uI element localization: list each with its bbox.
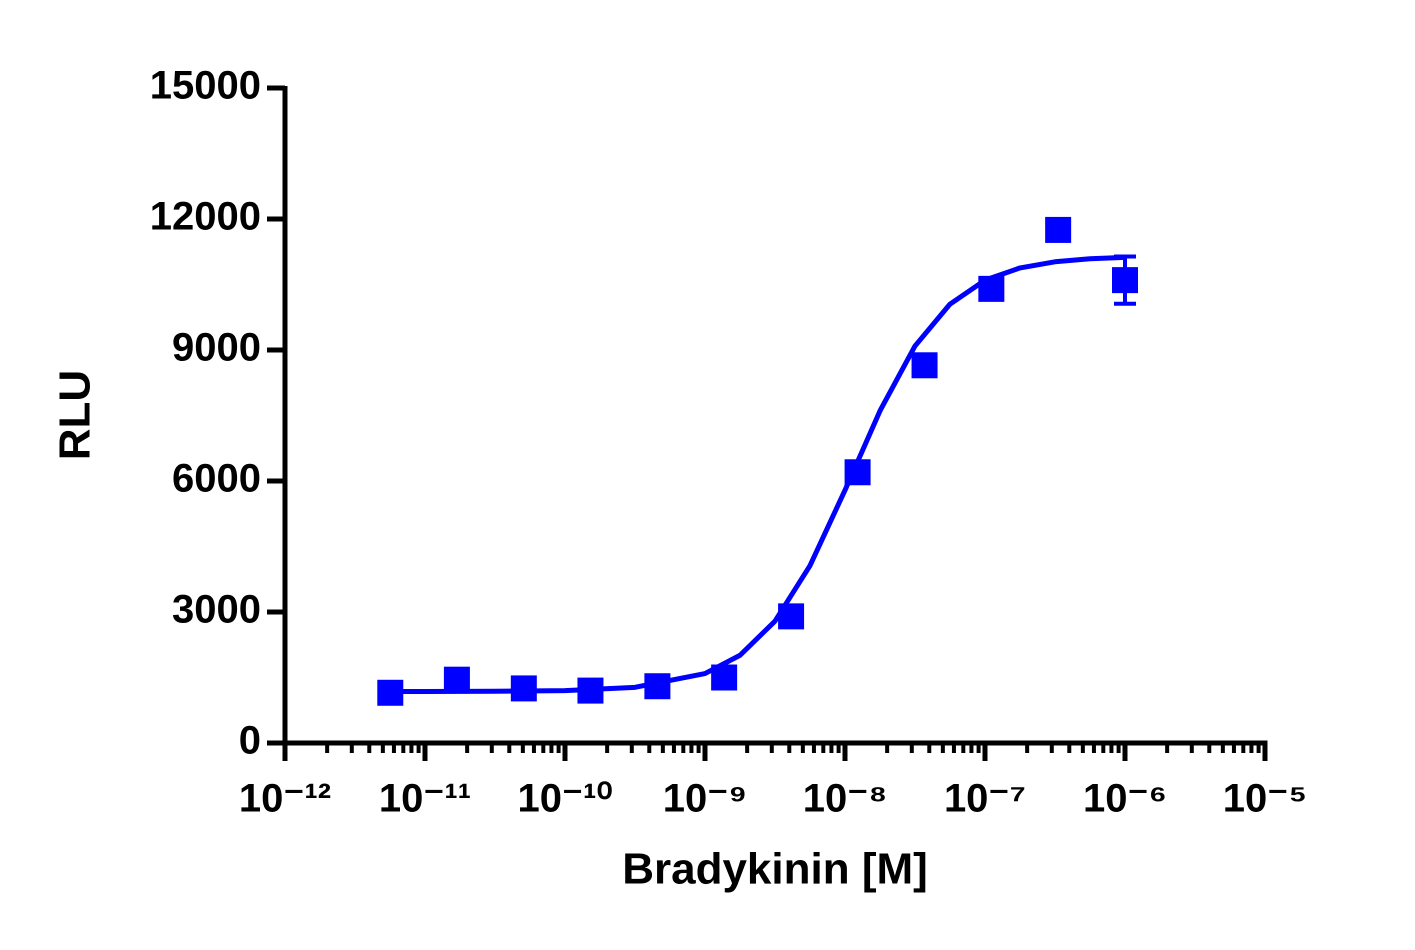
x-tick-label: 10⁻⁷ bbox=[944, 777, 1026, 821]
data-point bbox=[1112, 267, 1138, 294]
data-point bbox=[911, 352, 938, 379]
y-tick-label: 15000 bbox=[150, 64, 261, 108]
y-tick-label: 6000 bbox=[172, 457, 261, 501]
data-point bbox=[377, 679, 404, 706]
y-tick-label: 9000 bbox=[172, 326, 261, 370]
x-tick-label: 10⁻¹¹ bbox=[379, 777, 471, 821]
y-tick-label: 0 bbox=[239, 719, 261, 763]
x-tick-label: 10⁻⁵ bbox=[1223, 777, 1307, 821]
x-tick-label: 10⁻⁸ bbox=[803, 777, 888, 821]
data-point bbox=[443, 666, 470, 693]
data-point bbox=[577, 677, 604, 704]
data-point bbox=[978, 275, 1005, 302]
data-point bbox=[844, 459, 871, 486]
y-tick-label: 12000 bbox=[150, 195, 261, 239]
data-point bbox=[644, 673, 671, 700]
y-axis-title: RLU bbox=[51, 370, 100, 460]
data-point bbox=[778, 603, 805, 630]
fit-curve bbox=[388, 254, 1126, 694]
x-tick-label: 10⁻¹² bbox=[239, 777, 331, 821]
y-tick-label: 3000 bbox=[172, 588, 261, 632]
x-tick-label: 10⁻⁶ bbox=[1083, 777, 1167, 821]
data-point bbox=[1045, 216, 1072, 243]
data-point bbox=[510, 675, 537, 702]
x-tick-label: 10⁻⁹ bbox=[663, 777, 748, 821]
x-tick-label: 10⁻¹⁰ bbox=[518, 777, 613, 821]
data-point bbox=[711, 664, 738, 691]
x-axis-title: Bradykinin [M] bbox=[622, 845, 928, 894]
